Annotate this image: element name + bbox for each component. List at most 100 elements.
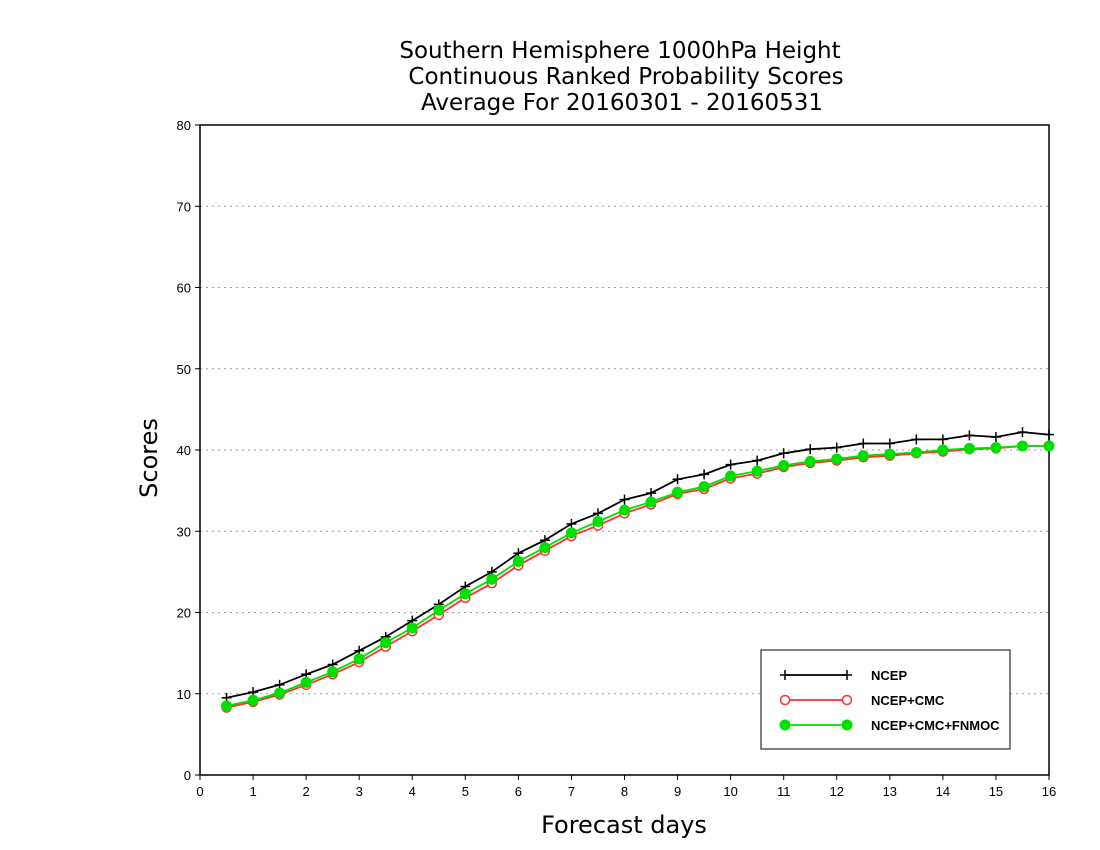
y-tick-label: 40 [177,443,191,458]
legend-label: NCEP+CMC [871,693,945,708]
x-tick-label: 12 [830,784,844,799]
data-point [353,653,365,665]
legend-marker-end [841,719,853,731]
data-point [778,448,789,459]
data-point [565,527,577,539]
x-tick-label: 10 [723,784,737,799]
y-tick-label: 10 [177,687,191,702]
data-point [937,434,948,445]
data-point [698,481,710,493]
y-tick-label: 80 [177,118,191,133]
x-tick-label: 8 [621,784,628,799]
legend-marker-end [842,670,852,680]
x-tick-label: 7 [568,784,575,799]
data-point [911,434,922,445]
data-point [380,637,392,649]
data-point [804,455,816,467]
chart-subtitle: Continuous Ranked Probability Scores [408,64,843,90]
legend-item: NCEP+CMC+FNMOC [779,718,1000,733]
data-point [884,438,895,449]
data-point [964,430,975,441]
x-tick-label: 13 [883,784,897,799]
y-tick-label: 30 [177,524,191,539]
x-axis-label: Forecast days [541,811,707,839]
data-point [486,573,498,585]
data-point [990,432,1001,442]
data-point [1044,429,1054,440]
data-point [327,666,339,678]
data-point [619,494,630,505]
x-tick-label: 14 [936,784,950,799]
y-tick-label: 20 [177,606,191,621]
chart-title: Southern Hemisphere 1000hPa Height [399,38,840,64]
legend-item: NCEP+CMC [779,693,945,708]
series-ncep-cmc-fnmoc [221,440,1055,712]
legend-marker-start [780,670,790,680]
y-tick-label: 70 [177,199,191,214]
data-point [725,470,737,482]
data-point [725,459,736,470]
legend-label: NCEP [871,668,907,683]
x-tick-label: 4 [409,784,416,799]
x-tick-label: 3 [356,784,363,799]
data-point [646,488,657,499]
data-point [1016,440,1028,452]
data-point [778,459,790,471]
legend-marker-start [779,694,791,706]
data-point [645,496,657,508]
data-point [300,676,312,688]
x-tick-label: 6 [515,784,522,799]
data-point [672,486,684,498]
data-point [1043,440,1055,452]
data-point [221,700,233,712]
data-point [539,542,551,553]
legend-item: NCEP [780,668,907,683]
legend-marker-start [779,719,791,731]
series-ncep [221,427,1054,703]
data-point [858,438,869,449]
data-point [566,518,577,529]
data-point [699,469,710,480]
data-point [884,448,896,460]
x-tick-label: 0 [196,784,203,799]
data-point [831,453,843,465]
x-tick-label: 15 [989,784,1003,799]
x-tick-label: 1 [249,784,256,799]
x-tick-label: 16 [1042,784,1056,799]
y-tick-label: 50 [177,362,191,377]
x-tick-label: 2 [303,784,310,799]
x-tick-label: 9 [674,784,681,799]
legend-label: NCEP+CMC+FNMOC [871,718,1000,733]
data-point [751,465,763,477]
x-tick-label: 5 [462,784,469,799]
data-point [672,474,683,485]
data-point [433,604,445,616]
y-axis-label: Scores [135,418,163,498]
data-point [963,442,975,454]
legend-marker-end [841,694,853,706]
data-point [512,555,524,567]
data-point [857,450,869,462]
legend-items: NCEP NCEP+CMC NCEP+CMC+FNMOC [779,668,1000,733]
data-point [990,442,1002,454]
y-tick-label: 0 [184,768,191,783]
data-point [937,444,949,456]
data-point [619,504,630,516]
data-point [752,455,763,466]
data-point [459,588,471,600]
legend: NCEP NCEP+CMC NCEP+CMC+FNMOC [760,649,1011,750]
data-point [592,516,604,527]
grid-lines [200,205,1049,695]
y-tick-label: 60 [177,281,191,296]
data-point [1017,427,1028,438]
data-point [274,687,286,699]
chart-subtitle-period: Average For 20160301 - 20160531 [421,90,823,116]
data-point [910,446,922,458]
data-point [831,442,842,453]
data-point [406,622,418,634]
x-tick-label: 11 [777,784,791,799]
series-group [221,427,1055,713]
data-point [805,444,816,455]
